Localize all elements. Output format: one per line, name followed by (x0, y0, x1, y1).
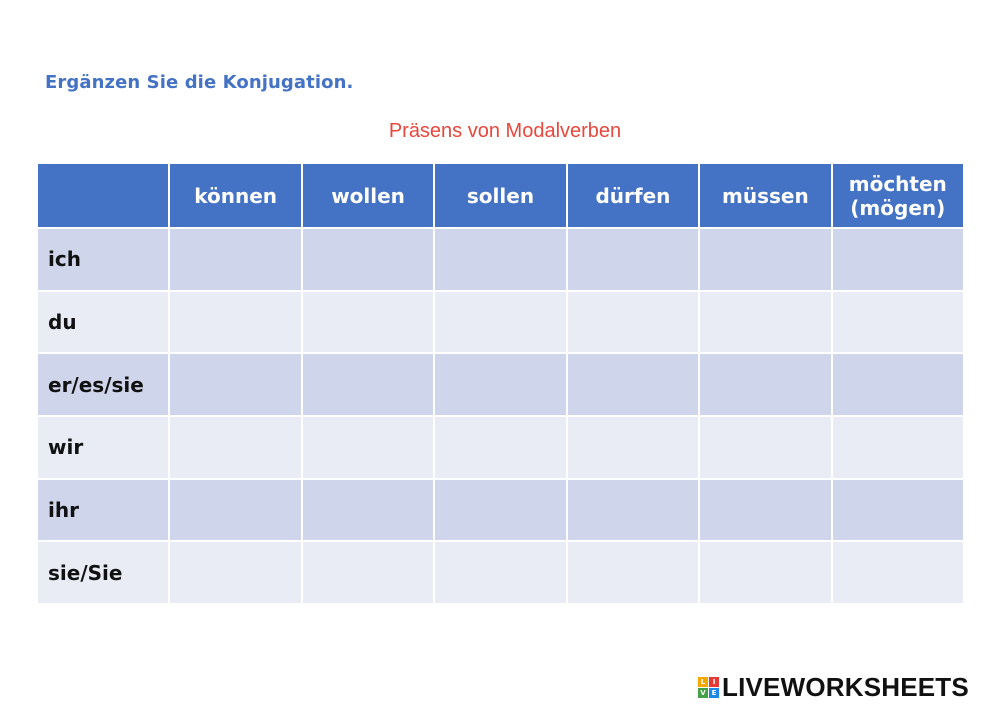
answer-input[interactable] (302, 479, 434, 541)
answer-cell-sie-koennen (170, 542, 301, 603)
answer-cell-sie-sollen (435, 542, 566, 603)
instruction-text: Ergänzen Sie die Konjugation. (45, 72, 354, 93)
answer-input[interactable] (700, 354, 831, 415)
answer-cell-sie-muessen (700, 542, 831, 603)
answer-input[interactable] (700, 479, 831, 541)
answer-input[interactable] (700, 229, 831, 290)
answer-input[interactable] (832, 542, 963, 603)
answer-input[interactable] (567, 354, 699, 415)
column-header-sollen: sollen (435, 164, 566, 227)
answer-input[interactable] (302, 417, 434, 478)
answer-input[interactable] (435, 479, 566, 541)
answer-cell-wir-moechten (832, 417, 963, 478)
row-label-sie-Sie: sie/Sie (38, 542, 169, 603)
answer-input[interactable] (302, 354, 434, 415)
answer-cell-ich-sollen (435, 229, 566, 290)
logo-square-e-icon: E (709, 688, 719, 698)
logo-text: LIVEWORKSHEETS (722, 672, 969, 702)
answer-cell-wir-duerfen (567, 417, 699, 478)
row-label-er-es-sie: er/es/sie (38, 354, 169, 415)
answer-input[interactable] (435, 291, 566, 353)
column-header-koennen: können (170, 164, 301, 227)
column-header-wollen: wollen (302, 164, 434, 227)
row-label-ihr: ihr (38, 479, 169, 541)
logo-square-v-icon: V (698, 688, 708, 698)
answer-cell-du-duerfen (567, 291, 699, 353)
answer-input[interactable] (567, 229, 699, 290)
answer-cell-ihr-koennen (170, 479, 301, 541)
answer-cell-wir-koennen (170, 417, 301, 478)
answer-cell-er-moechten (832, 354, 963, 415)
answer-input[interactable] (170, 229, 301, 290)
answer-cell-du-wollen (302, 291, 434, 353)
answer-input[interactable] (302, 542, 434, 603)
conjugation-table: können wollen sollen dürfen müssen möcht… (38, 164, 963, 603)
answer-cell-er-wollen (302, 354, 434, 415)
column-header-moechten: möchten (mögen) (832, 164, 963, 227)
answer-input[interactable] (435, 354, 566, 415)
answer-cell-er-muessen (700, 354, 831, 415)
row-label-wir: wir (38, 417, 169, 478)
answer-input[interactable] (832, 229, 963, 290)
answer-input[interactable] (435, 229, 566, 290)
answer-input[interactable] (700, 291, 831, 353)
answer-cell-er-koennen (170, 354, 301, 415)
answer-input[interactable] (567, 479, 699, 541)
answer-input[interactable] (170, 291, 301, 353)
answer-cell-ich-wollen (302, 229, 434, 290)
answer-input[interactable] (700, 542, 831, 603)
answer-cell-er-sollen (435, 354, 566, 415)
column-header-duerfen: dürfen (567, 164, 699, 227)
answer-input[interactable] (435, 417, 566, 478)
answer-cell-sie-moechten (832, 542, 963, 603)
row-label-du: du (38, 291, 169, 353)
answer-input[interactable] (832, 417, 963, 478)
answer-cell-er-duerfen (567, 354, 699, 415)
row-label-ich: ich (38, 229, 169, 290)
logo-square-l-icon: L (698, 677, 708, 687)
answer-cell-ihr-wollen (302, 479, 434, 541)
answer-cell-du-koennen (170, 291, 301, 353)
answer-cell-ich-koennen (170, 229, 301, 290)
answer-cell-ihr-muessen (700, 479, 831, 541)
answer-cell-ihr-duerfen (567, 479, 699, 541)
liveworksheets-logo: L I V E LIVEWORKSHEETS (698, 672, 969, 703)
answer-input[interactable] (170, 417, 301, 478)
answer-cell-ich-moechten (832, 229, 963, 290)
answer-input[interactable] (832, 291, 963, 353)
worksheet-title: Präsens von Modalverben (388, 120, 622, 142)
answer-input[interactable] (567, 291, 699, 353)
answer-cell-du-sollen (435, 291, 566, 353)
answer-cell-du-moechten (832, 291, 963, 353)
answer-cell-ich-duerfen (567, 229, 699, 290)
answer-cell-wir-muessen (700, 417, 831, 478)
answer-input[interactable] (170, 479, 301, 541)
answer-cell-wir-sollen (435, 417, 566, 478)
answer-input[interactable] (832, 354, 963, 415)
table-corner-cell (38, 164, 169, 227)
answer-cell-sie-duerfen (567, 542, 699, 603)
answer-cell-ihr-sollen (435, 479, 566, 541)
answer-input[interactable] (302, 291, 434, 353)
logo-square-i-icon: I (709, 677, 719, 687)
answer-input[interactable] (170, 542, 301, 603)
answer-input[interactable] (170, 354, 301, 415)
answer-input[interactable] (567, 542, 699, 603)
answer-input[interactable] (302, 229, 434, 290)
answer-input[interactable] (567, 417, 699, 478)
answer-input[interactable] (700, 417, 831, 478)
answer-cell-ich-muessen (700, 229, 831, 290)
column-header-muessen: müssen (700, 164, 831, 227)
answer-cell-wir-wollen (302, 417, 434, 478)
liveworksheets-logo-icon: L I V E (698, 677, 719, 698)
answer-cell-sie-wollen (302, 542, 434, 603)
answer-input[interactable] (435, 542, 566, 603)
answer-input[interactable] (832, 479, 963, 541)
answer-cell-du-muessen (700, 291, 831, 353)
answer-cell-ihr-moechten (832, 479, 963, 541)
